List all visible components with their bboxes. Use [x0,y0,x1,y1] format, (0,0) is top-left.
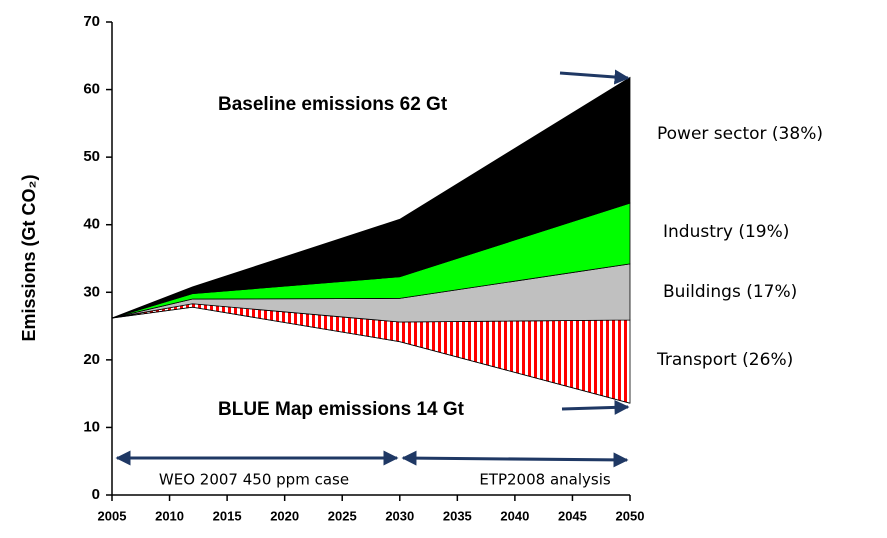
annotation: BLUE Map emissions 14 Gt [218,399,465,420]
x-tick-label: 2040 [500,508,529,523]
annotation: ETP2008 analysis [479,471,611,489]
x-tick-label: 2035 [443,508,472,523]
y-tick-label: 50 [83,148,100,165]
arrow [559,69,630,85]
y-tick-label: 10 [83,418,100,435]
y-tick-label: 20 [83,351,100,368]
y-tick-label: 60 [83,81,100,98]
arrow [561,399,630,415]
x-tick-label: 2025 [328,508,357,523]
series-label: Industry (19%) [663,222,789,242]
x-tick-label: 2005 [98,508,127,523]
x-tick-label: 2015 [213,508,242,523]
x-tick-label: 2020 [270,508,299,523]
x-tick-label: 2050 [616,508,645,523]
y-tick-label: 40 [83,216,100,233]
annotation: Baseline emissions 62 Gt [218,94,448,115]
y-tick-label: 0 [92,486,100,503]
x-tick-label: 2010 [155,508,184,523]
series-label: Buildings (17%) [663,282,797,302]
y-tick-label: 70 [83,13,100,30]
x-tick-label: 2045 [558,508,587,523]
series-label: Transport (26%) [656,350,793,370]
arrow [401,450,629,468]
x-tick-label: 2030 [385,508,414,523]
area [111,76,631,319]
y-tick-label: 30 [83,283,100,300]
annotation: WEO 2007 450 ppm case [159,471,349,489]
plot-area [111,76,631,404]
series-label: Power sector (38%) [657,124,823,144]
y-axis-label: Emissions (Gt CO₂) [19,174,39,341]
